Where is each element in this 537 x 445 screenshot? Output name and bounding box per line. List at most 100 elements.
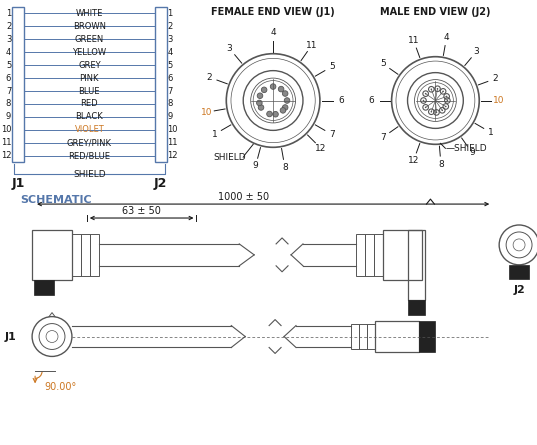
Text: 9: 9 [253,162,258,170]
Circle shape [425,106,426,108]
Text: 6: 6 [338,96,344,105]
Text: 10: 10 [201,108,212,117]
Text: 5: 5 [329,62,335,71]
Circle shape [273,111,278,117]
Text: 63 ± 50: 63 ± 50 [122,206,161,216]
Circle shape [282,91,288,96]
Circle shape [446,96,447,97]
Circle shape [431,111,432,113]
Text: SHIELD: SHIELD [213,153,246,162]
Text: BLUE: BLUE [78,86,100,96]
Text: —SHIELD: —SHIELD [445,144,487,153]
Text: BLACK: BLACK [76,113,103,121]
Circle shape [436,112,437,113]
Text: FEMALE END VIEW (J1): FEMALE END VIEW (J1) [211,7,335,17]
Text: RED/BLUE: RED/BLUE [68,151,111,160]
Text: 2: 2 [6,22,11,31]
Text: 12: 12 [315,144,326,153]
Text: RED: RED [81,100,98,109]
Text: 7: 7 [329,130,335,139]
Text: 5: 5 [168,61,173,70]
Polygon shape [509,265,529,279]
Text: 8: 8 [6,100,11,109]
Text: 4: 4 [444,33,449,42]
Circle shape [267,111,272,117]
Text: 3: 3 [6,35,11,44]
Text: 9: 9 [168,113,173,121]
Circle shape [425,93,426,94]
Circle shape [442,90,444,92]
Circle shape [423,100,424,101]
Text: 12: 12 [168,151,178,160]
Text: 3: 3 [168,35,173,44]
Text: 5: 5 [6,61,11,70]
Text: 7: 7 [380,133,386,142]
Text: J2: J2 [154,177,167,190]
Text: GREEN: GREEN [75,35,104,44]
Text: GREY/PINK: GREY/PINK [67,138,112,147]
Circle shape [284,98,290,103]
Text: 2: 2 [168,22,173,31]
Circle shape [441,109,443,111]
Text: 12: 12 [1,151,11,160]
Text: 12: 12 [408,156,419,165]
Text: 10: 10 [168,125,178,134]
Text: MALE END VIEW (J2): MALE END VIEW (J2) [380,7,491,17]
Text: 5: 5 [380,60,386,69]
Circle shape [270,84,276,89]
Text: J1: J1 [4,332,16,341]
Text: 1: 1 [6,9,11,18]
Text: 6: 6 [168,73,173,83]
Circle shape [262,87,267,93]
Text: 8: 8 [282,163,288,172]
Text: J1: J1 [11,177,25,190]
Circle shape [257,100,262,106]
Text: 1: 1 [168,9,173,18]
Text: 1: 1 [488,128,494,137]
Text: WHITE: WHITE [76,9,103,18]
Text: YELLOW: YELLOW [72,48,106,57]
Polygon shape [419,320,436,352]
Text: 11: 11 [408,36,419,45]
Text: 1: 1 [212,130,217,139]
Text: 9: 9 [469,148,475,157]
Text: 4: 4 [270,28,276,37]
Text: 90.00°: 90.00° [44,382,76,392]
Text: 2: 2 [492,74,498,83]
Text: VIOLET: VIOLET [75,125,104,134]
Circle shape [257,93,263,98]
Text: 11: 11 [306,40,318,49]
Text: 6: 6 [6,73,11,83]
Text: 4: 4 [6,48,11,57]
Text: 11: 11 [1,138,11,147]
Text: 9: 9 [6,113,11,121]
Text: 11: 11 [168,138,178,147]
Circle shape [278,86,284,92]
Text: 2: 2 [207,73,212,82]
Text: PINK: PINK [79,73,99,83]
Text: 6: 6 [369,96,375,105]
Text: 1000 ± 50: 1000 ± 50 [217,192,269,202]
Circle shape [447,100,448,101]
Circle shape [258,105,264,110]
Circle shape [437,88,438,89]
Polygon shape [408,299,425,315]
Text: 8: 8 [438,159,444,169]
Text: SHIELD: SHIELD [73,170,106,179]
Text: 7: 7 [168,86,173,96]
Text: GREY: GREY [78,61,100,70]
Text: 3: 3 [227,44,233,53]
Text: 7: 7 [6,86,11,96]
Circle shape [445,105,447,107]
Text: J2: J2 [513,285,525,295]
Text: 10: 10 [1,125,11,134]
Text: 10: 10 [494,96,505,105]
Text: 8: 8 [168,100,173,109]
Circle shape [282,105,288,110]
Circle shape [431,89,432,90]
Circle shape [280,108,286,113]
Polygon shape [34,280,54,295]
Text: SCHEMATIC: SCHEMATIC [20,195,92,205]
Text: 3: 3 [474,47,479,56]
Text: BROWN: BROWN [73,22,106,31]
